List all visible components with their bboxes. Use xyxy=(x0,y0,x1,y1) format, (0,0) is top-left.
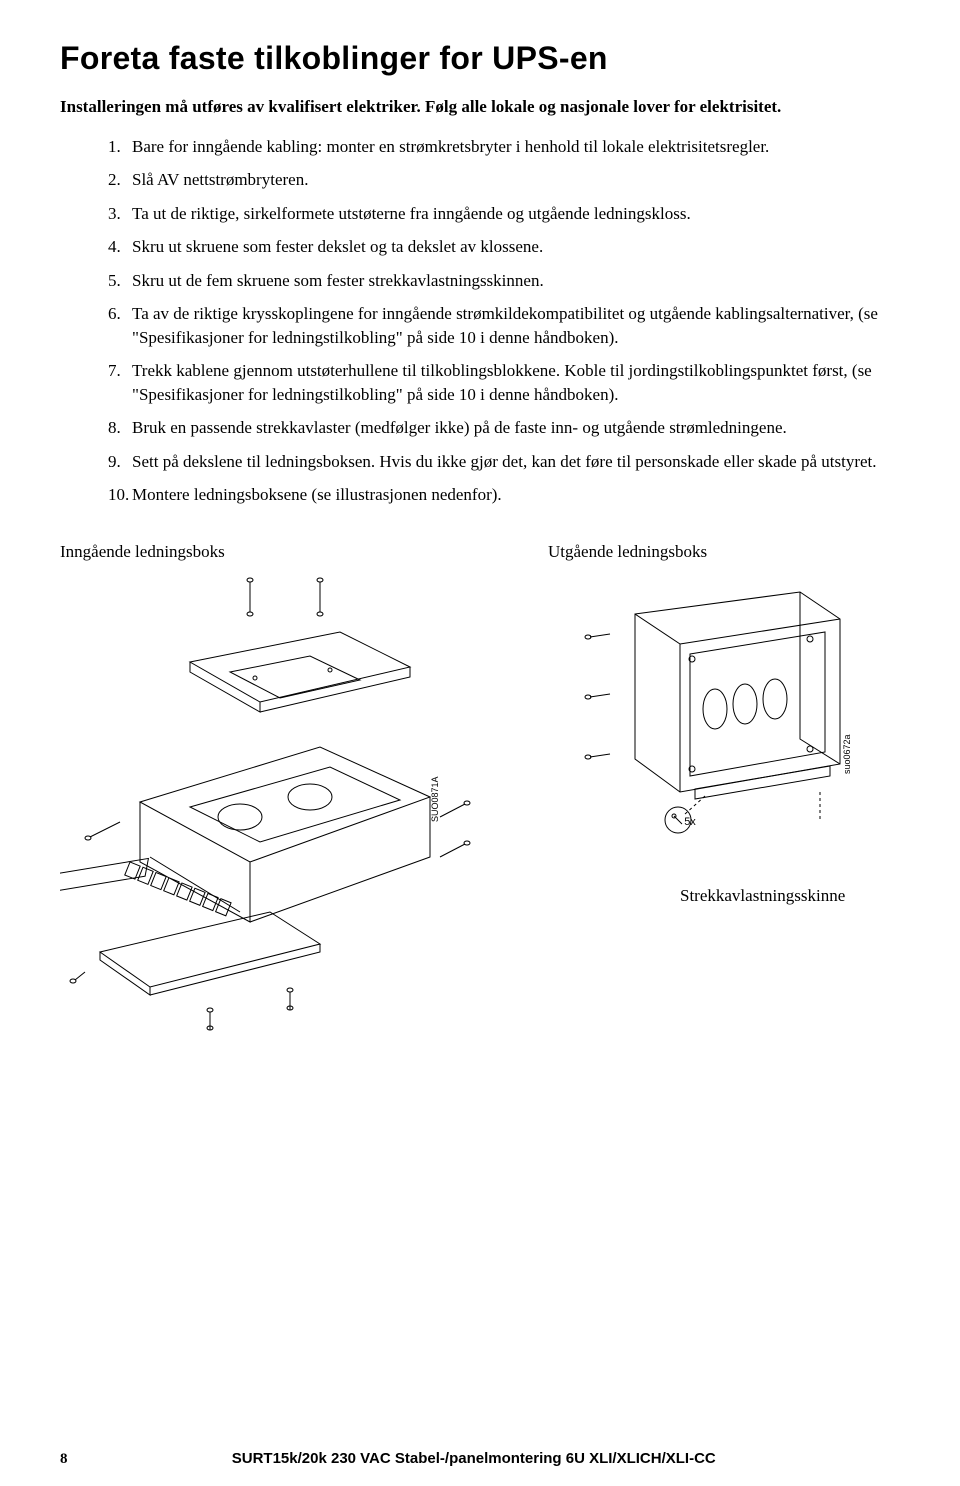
figure-input-box: Inngående ledningsboks xyxy=(60,542,480,1032)
list-item: 5.Skru ut de fem skruene som fester stre… xyxy=(108,269,900,292)
list-item: 4.Skru ut skruene som fester dekslet og … xyxy=(108,235,900,258)
item-number: 6. xyxy=(108,302,132,349)
item-number: 4. xyxy=(108,235,132,258)
output-wiring-box-diagram: 5x suo0672a xyxy=(540,564,860,874)
item-text: Bare for inngående kabling: monter en st… xyxy=(132,135,900,158)
page-footer: 8 SURT15k/20k 230 VAC Stabel-/panelmonte… xyxy=(60,1450,900,1468)
list-item: 9.Sett på dekslene til ledningsboksen. H… xyxy=(108,450,900,473)
item-number: 8. xyxy=(108,416,132,439)
list-item: 1.Bare for inngående kabling: monter en … xyxy=(108,135,900,158)
item-text: Slå AV nettstrømbryteren. xyxy=(132,168,900,191)
list-item: 2.Slå AV nettstrømbryteren. xyxy=(108,168,900,191)
list-item: 6.Ta av de riktige krysskoplingene for i… xyxy=(108,302,900,349)
list-item: 7.Trekk kablene gjennom utstøterhullene … xyxy=(108,359,900,406)
page-number: 8 xyxy=(60,1451,68,1468)
list-item: 10.Montere ledningsboksene (se illustras… xyxy=(108,483,900,506)
item-number: 3. xyxy=(108,202,132,225)
item-number: 9. xyxy=(108,450,132,473)
figures-row: Inngående ledningsboks xyxy=(60,542,900,1032)
item-text: Skru ut de fem skruene som fester strekk… xyxy=(132,269,900,292)
list-item: 3.Ta ut de riktige, sirkelformete utstøt… xyxy=(108,202,900,225)
figure-label-left: Inngående ledningsboks xyxy=(60,542,480,562)
item-text: Sett på dekslene til ledningsboksen. Hvi… xyxy=(132,450,900,473)
item-text: Bruk en passende strekkavlaster (medfølg… xyxy=(132,416,900,439)
page-title: Foreta faste tilkoblinger for UPS-en xyxy=(60,40,900,77)
item-text: Ta ut de riktige, sirkelformete utstøter… xyxy=(132,202,900,225)
item-text: Skru ut skruene som fester dekslet og ta… xyxy=(132,235,900,258)
item-number: 10. xyxy=(108,483,132,506)
item-text: Ta av de riktige krysskoplingene for inn… xyxy=(132,302,900,349)
item-text: Trekk kablene gjennom utstøterhullene ti… xyxy=(132,359,900,406)
figure-label-right: Utgående ledningsboks xyxy=(548,542,860,562)
figure-output-box: Utgående ledningsboks xyxy=(540,542,860,906)
screw-count-label: 5x xyxy=(684,816,696,828)
item-number: 1. xyxy=(108,135,132,158)
item-number: 5. xyxy=(108,269,132,292)
instruction-list: 1.Bare for inngående kabling: monter en … xyxy=(108,135,900,506)
strain-relief-label: Strekkavlastningsskinne xyxy=(680,886,860,906)
diagram-code-left: SUO0871A xyxy=(430,777,440,823)
item-number: 7. xyxy=(108,359,132,406)
list-item: 8.Bruk en passende strekkavlaster (medfø… xyxy=(108,416,900,439)
input-wiring-box-diagram: SUO0871A xyxy=(60,572,480,1032)
footer-text: SURT15k/20k 230 VAC Stabel-/panelmonteri… xyxy=(68,1450,881,1467)
item-number: 2. xyxy=(108,168,132,191)
item-text: Montere ledningsboksene (se illustrasjon… xyxy=(132,483,900,506)
diagram-code-right: suo0672a xyxy=(842,735,852,775)
page-subtitle: Installeringen må utføres av kvalifisert… xyxy=(60,97,900,117)
